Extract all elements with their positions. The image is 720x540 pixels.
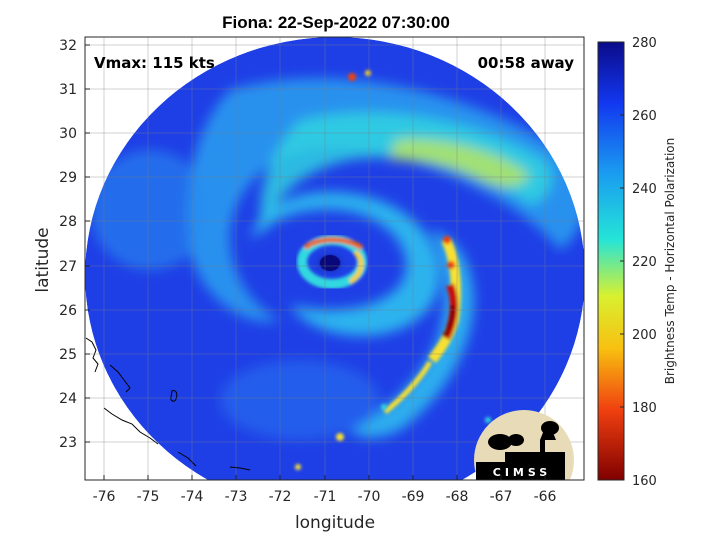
x-tick-label: -71 [314,489,337,505]
colorbar-tick-label: 220 [632,255,657,270]
x-axis-label: longitude [295,513,375,533]
cell-east [485,417,491,423]
colorbar-tick-label: 260 [632,109,657,124]
logo-dish [488,434,512,450]
logo-dish-2 [508,434,524,446]
y-axis-tick-labels: 32 31 30 29 28 27 26 25 24 23 [59,38,77,451]
y-axis-label: latitude [33,227,53,292]
colorbar-tick-label: 180 [632,401,657,416]
x-tick-label: -70 [358,489,381,505]
y-tick-label: 28 [59,214,77,230]
east-band [350,230,474,438]
coast-bahamas-1 [85,337,99,373]
x-axis-ticks [103,475,546,480]
colorbar: 280 260 240 220 200 180 160 Brightness T… [597,36,677,489]
axes-frame [84,36,585,481]
x-tick-label: -69 [402,489,425,505]
y-tick-label: 25 [59,347,77,363]
y-tick-label: 26 [59,303,77,319]
y-tick-label: 29 [59,170,77,186]
grid-lines [85,37,584,480]
colorbar-tick-label: 200 [632,328,657,343]
coast-bahamas-6 [229,466,251,471]
coast-bahamas-2 [109,364,131,393]
x-tick-label: -73 [225,489,248,505]
x-tick-label: -68 [446,489,469,505]
x-tick-label: -76 [93,489,116,505]
x-tick-label: -66 [534,489,557,505]
rainband-yellow [390,139,530,187]
coastlines [85,337,251,471]
x-tick-label: -75 [137,489,160,505]
x-axis-tick-labels: -76 -75 -74 -73 -72 -71 -70 -69 -68 -67 … [93,489,557,505]
y-tick-label: 24 [59,391,77,407]
colorbar-label: Brightness Temp - Horizontal Polarizatio… [663,138,677,385]
x-tick-label: -74 [181,489,204,505]
cell-north [348,73,356,81]
y-tick-label: 32 [59,38,77,54]
x-tick-label: -67 [490,489,513,505]
colorbar-ticks [620,114,624,408]
west-light [90,150,210,270]
plot-axes: Vmax: 115 kts 00:58 away CIMSS [84,36,585,481]
plot-title: Fiona: 22-Sep-2022 07:30:00 [222,13,450,32]
y-tick-label: 31 [59,82,77,98]
colorbar-tick-label: 160 [632,474,657,489]
logo-text: CIMSS [493,466,551,479]
satellite-swath [85,37,584,480]
y-tick-label: 30 [59,126,77,142]
convective-cell-mid [447,261,455,269]
colorbar-tick-label: 240 [632,182,657,197]
convective-tail [383,360,433,414]
convective-core-dark [442,304,455,338]
cell-south [336,433,344,441]
coast-bahamas-4 [170,390,178,402]
y-axis-ticks [85,44,90,443]
time-away-label: 00:58 away [478,54,575,72]
coast-bahamas-3 [103,407,159,445]
logo-building [476,440,565,480]
colorbar-gradient [597,41,625,481]
y-tick-label: 23 [59,435,77,451]
cell-southwest [295,464,301,470]
spiral-band [250,192,440,336]
eyewall-hot [303,237,364,251]
convective-cell-north [443,236,451,244]
x-tick-label: -72 [269,489,292,505]
cell-north2 [365,70,371,76]
rainband-cyan [260,112,553,235]
coast-bahamas-5 [177,451,197,467]
colorbar-tick-label: 280 [632,36,657,51]
colorbar-tick-labels: 280 260 240 220 200 180 160 [632,36,657,489]
cimss-logo: CIMSS [474,410,574,480]
eyewall-warm [348,250,364,285]
logo-tank [541,421,559,435]
storm-eye-core [320,255,340,271]
cell-se [381,404,387,410]
vmax-label: Vmax: 115 kts [94,54,215,72]
south-light [220,360,380,440]
y-tick-label: 27 [59,259,77,275]
